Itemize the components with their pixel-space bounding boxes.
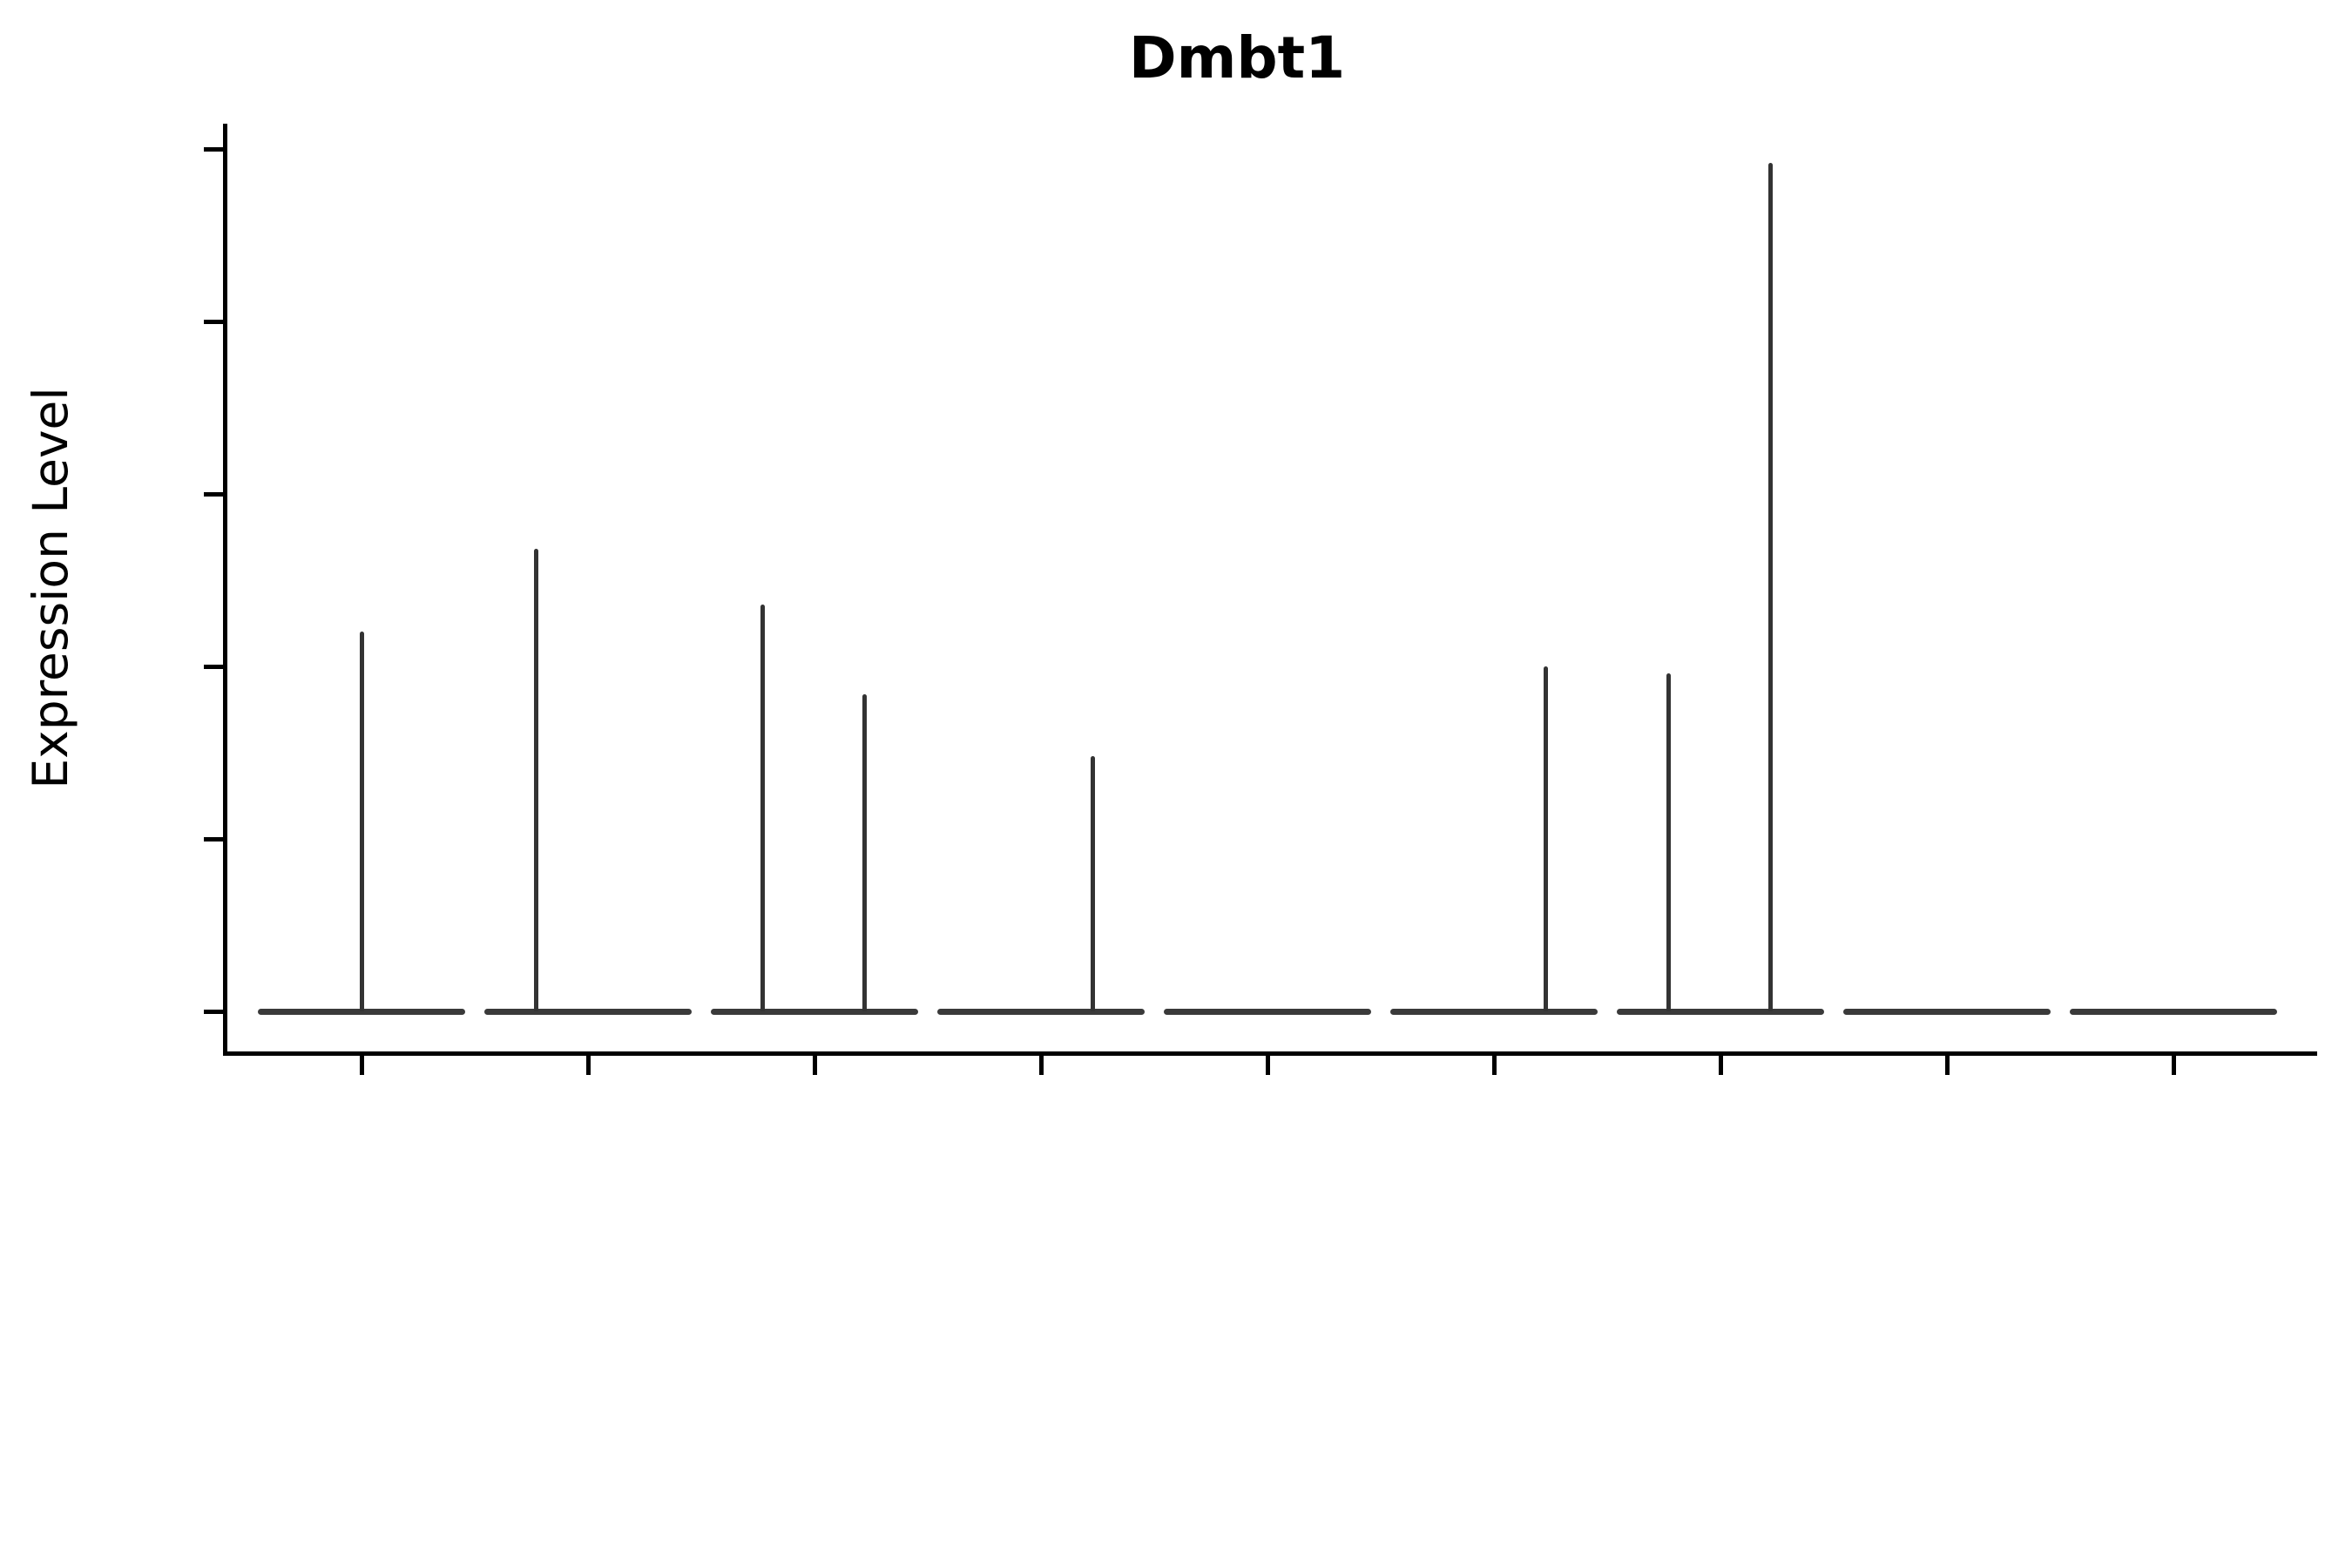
y-tick-mark (204, 836, 223, 841)
violin-spike (359, 632, 364, 1011)
x-tick-mark (1265, 1056, 1270, 1075)
y-tick-mark (204, 491, 223, 497)
x-tick-mark (1718, 1056, 1723, 1075)
violin-baseline (1843, 1008, 2051, 1015)
violin-baseline (711, 1008, 918, 1015)
y-tick-mark (204, 319, 223, 324)
violin-spike (760, 604, 765, 1011)
figure-title: Dmbt1 (1128, 24, 1346, 91)
x-tick-mark (812, 1056, 817, 1075)
violin-baseline (484, 1008, 692, 1015)
y-tick-mark (204, 146, 223, 152)
violin-spike (1091, 755, 1096, 1011)
x-tick-mark (2171, 1056, 2176, 1075)
y-tick-mark (204, 664, 223, 669)
violin-spike (533, 549, 538, 1011)
violin-baseline (1164, 1008, 1371, 1015)
x-tick-mark (1491, 1056, 1497, 1075)
x-tick-mark (585, 1056, 591, 1075)
x-tick-mark (1944, 1056, 1950, 1075)
x-axis-spine (223, 1051, 2317, 1056)
violin-spike (1666, 672, 1671, 1011)
violin-baseline (258, 1008, 465, 1015)
violin-baseline (937, 1008, 1145, 1015)
x-tick-mark (359, 1056, 364, 1075)
violin-spike (1544, 666, 1549, 1011)
x-tick-mark (1038, 1056, 1044, 1075)
violin-baseline (1617, 1008, 1824, 1015)
violin-spike (862, 693, 867, 1011)
violin-baseline (2070, 1008, 2277, 1015)
y-tick-mark (204, 1009, 223, 1014)
y-axis-spine (223, 124, 227, 1056)
violin-baseline (1390, 1008, 1598, 1015)
violin-spike (1767, 162, 1773, 1011)
